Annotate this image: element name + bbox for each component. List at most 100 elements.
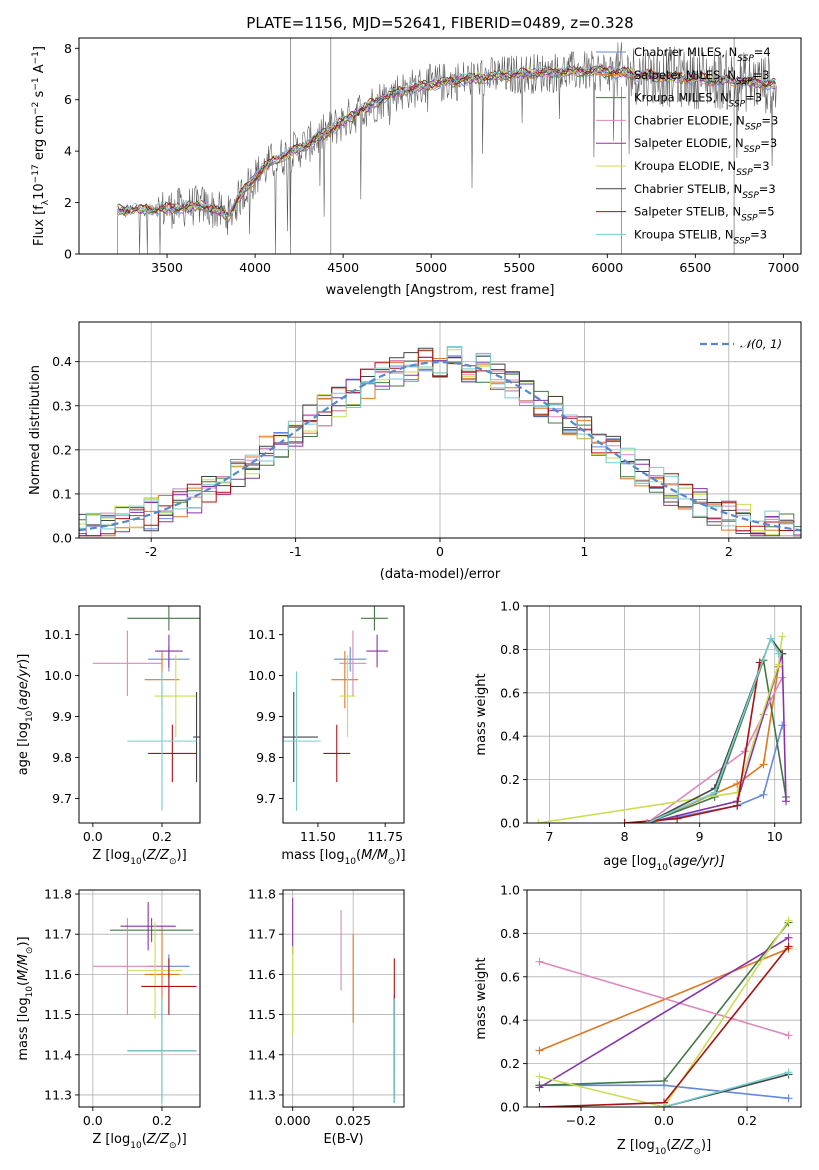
plot-area (292, 898, 395, 1103)
histogram-step-line (79, 346, 801, 537)
legend-entry: Kroupa STELIB, NSSP=3 (596, 227, 767, 246)
plus-marker (710, 788, 719, 797)
y-axis-label: Flux [fλ10−17 erg cm−2 s−1 A−1] (31, 46, 51, 246)
mass-weight-series (535, 933, 793, 1092)
y-tick-label: 0.8 (500, 926, 520, 941)
legend-label: Chabrier ELODIE, NSSP=3 (634, 113, 778, 132)
plus-marker (784, 916, 793, 925)
y-tick-label: 0.3 (52, 398, 72, 413)
plot-area (283, 606, 388, 811)
plus-marker (535, 1083, 544, 1092)
legend-entry: Chabrier MILES, NSSP=4 (596, 45, 771, 64)
mass-weight-series (660, 1068, 793, 1107)
errorbar-point (155, 634, 183, 668)
y-tick-label: 11.3 (44, 1087, 72, 1102)
spectrum-model-line (117, 66, 776, 217)
x-tick-label: 7000 (767, 260, 799, 275)
legend-entry: Salpeter MILES, NSSP=3 (596, 68, 770, 87)
x-axis-label: E(B-V) (323, 1132, 363, 1147)
x-tick-label: 5500 (503, 260, 535, 275)
errorbar-point (193, 691, 200, 783)
plus-marker (673, 814, 682, 823)
plus-marker (535, 957, 544, 966)
x-tick-label: 7 (546, 829, 554, 844)
x-tick-label: 0.0 (654, 1113, 674, 1128)
errorbar-point (92, 918, 162, 1015)
plus-marker (778, 721, 787, 730)
age-vs-mass-panel: 11.50 11.75 9.7 9.8 9.9 10.0 10.1 mass [log10(M… (248, 605, 406, 867)
axes-frame (78, 37, 802, 255)
plus-marker (784, 942, 793, 951)
mass-weight-series (535, 916, 793, 1107)
y-tick-label: 11.5 (248, 1007, 276, 1022)
legend-entry: Kroupa ELODIE, NSSP=3 (596, 159, 770, 178)
mass-vs-EBV-panel: 0.000 0.025 11.3 11.4 11.5 11.6 11.7 11.8 E(B-V) (248, 887, 405, 1147)
errorbar-point (127, 606, 200, 631)
series-line (539, 960, 789, 1037)
axes-frame (78, 605, 201, 824)
y-tick-label: 0.8 (500, 642, 520, 657)
mass-vs-Z-panel: 0.0 0.2 11.3 11.4 11.5 11.6 11.7 11.8 Z [log10(Z… (16, 887, 201, 1151)
plus-marker (784, 1031, 793, 1040)
x-tick-label: 0 (436, 544, 444, 559)
y-tick-label: 9.8 (52, 750, 72, 765)
y-tick-label: 10.1 (248, 627, 276, 642)
x-axis-label: Z [log10(Z/Z⊙)] (92, 848, 186, 867)
mass-weight-series (643, 662, 783, 823)
plot-area (535, 916, 793, 1107)
y-tick-label: 0.4 (500, 1013, 520, 1028)
mass-weight-series (643, 634, 783, 823)
series-line (539, 947, 789, 1052)
series-line (646, 636, 780, 823)
series-line (646, 653, 787, 823)
y-tick-label: 0.4 (52, 354, 72, 369)
x-tick-label: 0.2 (737, 1113, 757, 1128)
spectrum-model-line (117, 65, 776, 217)
plot-area (534, 632, 790, 823)
x-tick-label: 1 (580, 544, 588, 559)
y-tick-label: 11.3 (248, 1087, 276, 1102)
y-axis-label: mass weight (474, 957, 489, 1039)
errorbar-point (155, 655, 197, 738)
plus-marker (766, 634, 775, 643)
plus-marker (784, 1094, 793, 1103)
x-tick-label: −0.2 (566, 1113, 596, 1128)
plus-marker (784, 1068, 793, 1077)
mass-weight-series (620, 658, 764, 823)
y-axis-label: Normed distribution (28, 365, 43, 495)
y-tick-label: 11.5 (44, 1007, 72, 1022)
x-tick-label: 0.000 (275, 1113, 311, 1128)
axes-frame (78, 889, 201, 1108)
errorbar-point (127, 998, 197, 1103)
residual-histogram-panel: -2 -1 0 1 2 0.0 0.1 0.2 0.3 0.4 (data-model)/error… (28, 321, 802, 582)
x-tick-label: 3500 (151, 260, 183, 275)
spectrum-legend: Chabrier MILES, NSSP=4 Salpeter MILES, NS… (596, 45, 778, 246)
y-tick-label: 0.2 (500, 772, 520, 787)
legend-entry: Kroupa MILES, NSSP=3 (596, 91, 762, 110)
legend-entry: Chabrier STELIB, NSSP=3 (596, 182, 776, 201)
legend-label: Salpeter STELIB, NSSP=5 (634, 205, 775, 224)
y-tick-label: 0.2 (500, 1056, 520, 1071)
figure-title: PLATE=1156, MJD=52641, FIBERID=0489, z=0… (246, 14, 633, 32)
y-tick-label: 10.0 (44, 668, 72, 683)
errorbar-point (148, 724, 197, 783)
legend-label: 𝒩(0, 1) (740, 337, 782, 351)
x-axis-label: Z [log10(Z/Z⊙)] (92, 1132, 186, 1151)
spectrum-model-line (117, 63, 776, 217)
y-axis-label: age [log10(age/yr)] (16, 654, 35, 776)
x-tick-label: 0.0 (83, 829, 103, 844)
legend-entry: Chabrier ELODIE, NSSP=3 (596, 113, 778, 132)
plus-marker (759, 760, 768, 769)
y-tick-label: 1.0 (500, 599, 520, 614)
x-tick-label: 8 (621, 829, 629, 844)
y-tick-label: 11.8 (44, 887, 72, 902)
y-tick-label: 11.7 (248, 927, 276, 942)
y-tick-label: 8 (64, 41, 72, 56)
axes-frame (282, 889, 405, 1108)
x-tick-label: 2 (725, 544, 733, 559)
errorbar-point (283, 691, 318, 783)
y-tick-label: 10.0 (248, 668, 276, 683)
x-axis-label: wavelength [Angstrom, rest frame] (326, 283, 555, 298)
errorbar-point (120, 902, 176, 951)
